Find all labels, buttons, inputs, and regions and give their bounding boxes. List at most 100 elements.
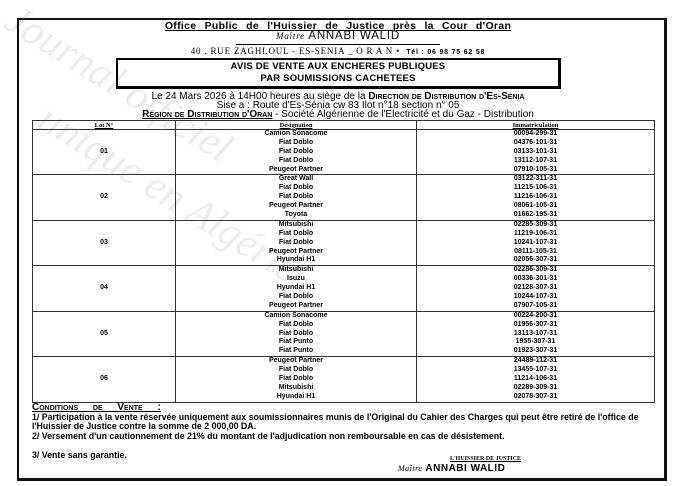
registration-entry: 01923-307-31 — [513, 347, 558, 355]
designation: Camion Sonacome Fiat Doblo Fiat Doblo Fiat … — [175, 310, 417, 358]
registration-entry: 02286-309-31 — [513, 266, 558, 274]
designation-entry: Fiat Punto — [278, 347, 314, 355]
designation-entry: Fiat Doblo — [278, 366, 314, 374]
designation: Peugeot Partner Fiat Doblo Fiat Doblo Mitsu… — [175, 356, 417, 403]
lot-row: 02 Great Wall Fiat Doblo Fiat Doblo Peugeot … — [32, 174, 655, 221]
address: 40 . RUE ZAGHLOUL - ES-SENIA _ O R A N •… — [190, 46, 486, 56]
notice-title-box: AVIS DE VENTE AUX ENCHERES PUBLIQUES PAR… — [116, 58, 561, 89]
registration-entry: 10241-107-31 — [513, 238, 558, 246]
designation-entry: Hyundai H1 — [276, 256, 316, 264]
registration-entry: 00336-301-31 — [513, 275, 558, 283]
designation-entry: Fiat Doblo — [278, 293, 314, 301]
lot-row: 03 Mitsubishi Fiat Doblo Fiat Doblo Peugeot … — [32, 219, 655, 267]
registration-entry: 08111-105-31 — [514, 247, 557, 255]
designation-entry: Fiat Doblo — [278, 147, 314, 155]
registration-entry: 07907-105-31 — [513, 301, 558, 309]
designation-entry: Camion Sonacome — [264, 130, 328, 137]
registration-entry: 13113-107-31 — [513, 329, 558, 337]
lot-number: 01 — [32, 128, 176, 176]
registration: 02285-309-31 11219-106-31 10241-107-31 0811… — [416, 219, 655, 267]
designation-entry: Fiat Doblo — [278, 375, 314, 383]
lot-number: 06 — [32, 356, 176, 403]
designation-entry: Mitsubishi — [278, 220, 314, 228]
registration-entry: 02289-309-31 — [513, 383, 558, 391]
designation-entry: Fiat Doblo — [278, 229, 314, 237]
designation: Mitsubishi Isuzu Hyundai H1 Fiat Doblo Peuge… — [175, 265, 417, 312]
registration-entry: 00094-299-31 — [513, 130, 558, 137]
lot-row: 05 Camion Sonacome Fiat Doblo Fiat Doblo Fia… — [32, 310, 655, 358]
sale-address: Sise a : Route d'Es-Sénia cw 83 Ilot n°1… — [216, 100, 460, 111]
lot-number-entry: 02 — [100, 193, 108, 201]
divider — [236, 44, 440, 45]
condition-1: 1/ Participation à la vente réservée uni… — [32, 412, 639, 431]
registration-entry: 11215-106-31 — [513, 184, 558, 192]
designation-entry: Peugeot Partner — [268, 247, 324, 255]
designation-entry: Mitsubishi — [278, 383, 314, 391]
condition-2: 2/ Versement d'un cautionnement de 21% d… — [32, 431, 505, 441]
lot-number-entry: 06 — [100, 375, 108, 383]
lot-number-entry: 03 — [100, 238, 108, 246]
region: Région de Distribution d'Oran - Société … — [142, 109, 534, 120]
lot-number: 05 — [32, 310, 176, 358]
registration-entry: 01956-307-31 — [513, 320, 558, 328]
registration-entry: 13455-107-31 — [513, 366, 558, 374]
signature-name: Maître ANNABI WALID — [398, 463, 506, 474]
designation-entry: Peugeot Partner — [268, 357, 324, 365]
registration: 00094-299-31 04376-101-31 03133-101-31 1311… — [416, 128, 655, 176]
registration-entry: 00224-200-31 — [513, 311, 558, 319]
header-designation: Désignation — [175, 120, 417, 130]
designation-entry: Fiat Punto — [278, 338, 314, 346]
registration-entry: 02056-307-31 — [513, 256, 558, 264]
bailiff-name: Maître ANNABI WALID — [276, 30, 400, 42]
registration-entry: 02128-307-31 — [513, 284, 558, 292]
lot-row: 04 Mitsubishi Isuzu Hyundai H1 Fiat Doblo Peu… — [32, 265, 655, 312]
registration: 02286-309-31 00336-301-31 02128-307-31 1024… — [416, 265, 655, 312]
lot-number: 03 — [32, 219, 176, 267]
designation: Great Wall Fiat Doblo Fiat Doblo Peugeot Pa… — [175, 174, 417, 221]
designation-entry: Fiat Doblo — [278, 329, 314, 337]
registration-entry: 24489-112-31 — [513, 357, 558, 365]
registration-entry: 03133-101-31 — [513, 147, 558, 155]
designation-entry: Hyundai H1 — [276, 392, 316, 400]
condition-3: 3/ Vente sans garantie. — [32, 450, 127, 460]
lot-number-entry: 04 — [100, 284, 108, 292]
registration-entry: 10244-107-31 — [513, 293, 558, 301]
registration-entry: 11214-106-31 — [513, 375, 558, 383]
designation: Camion Sonacome Fiat Doblo Fiat Doblo Fiat … — [175, 128, 417, 176]
registration-entry: 07910-105-31 — [513, 165, 558, 173]
conditions-title: Conditions de Vente : — [32, 402, 161, 413]
lot-number-entry: 01 — [100, 147, 108, 155]
designation-entry: Mitsubishi — [278, 266, 314, 274]
designation-entry: Peugeot Partner — [268, 202, 324, 210]
office-title: Office Public de l'Huissier de Justice p… — [164, 20, 512, 32]
lot-row: 01 Camion Sonacome Fiat Doblo Fiat Doblo Fia… — [32, 128, 655, 176]
registration-entry: 13112-107-31 — [513, 156, 558, 164]
lot-number-entry: 05 — [100, 329, 108, 337]
designation-entry: Peugeot Partner — [268, 165, 324, 173]
lots-table: Lot N° Désignation Immatriculation 01 Cam… — [32, 120, 655, 403]
registration-entry: 02078-307-31 — [513, 392, 558, 400]
registration-entry: 01662-195-31 — [513, 211, 558, 219]
designation-entry: Fiat Doblo — [278, 193, 314, 201]
registration-entry: 11219-106-31 — [513, 229, 558, 237]
registration: 24489-112-31 13455-107-31 11214-106-31 0228… — [416, 356, 655, 403]
lot-number: 04 — [32, 265, 176, 312]
registration: 03122-311-31 11215-106-31 11216-106-31 0806… — [416, 174, 655, 221]
designation-entry: Toyota — [284, 211, 308, 219]
sale-date: Le 24 Mars 2026 à 14H00 heures au siège … — [151, 91, 525, 102]
registration: 00224-200-31 01956-307-31 13113-107-31 1955… — [416, 310, 655, 358]
designation-entry: Hyundai H1 — [276, 284, 316, 292]
designation-entry: Fiat Doblo — [278, 184, 314, 192]
phone: Tél : 06 98 75 62 58 — [406, 49, 486, 56]
header-registration: Immatriculation — [416, 120, 655, 130]
document-frame — [17, 18, 667, 481]
designation-entry: Fiat Doblo — [278, 138, 314, 146]
registration-entry: 1955-307-31 — [515, 338, 556, 346]
lot-row: 06 Peugeot Partner Fiat Doblo Fiat Doblo Mit… — [32, 356, 655, 403]
signature-role: L'HUISSIER DE JUSTICE — [450, 456, 522, 462]
designation-entry: Fiat Doblo — [278, 156, 314, 164]
lot-number: 02 — [32, 174, 176, 221]
designation-entry: Fiat Doblo — [278, 238, 314, 246]
designation-entry: Great Wall — [278, 175, 314, 183]
designation: Mitsubishi Fiat Doblo Fiat Doblo Peugeot Pa… — [175, 219, 417, 267]
